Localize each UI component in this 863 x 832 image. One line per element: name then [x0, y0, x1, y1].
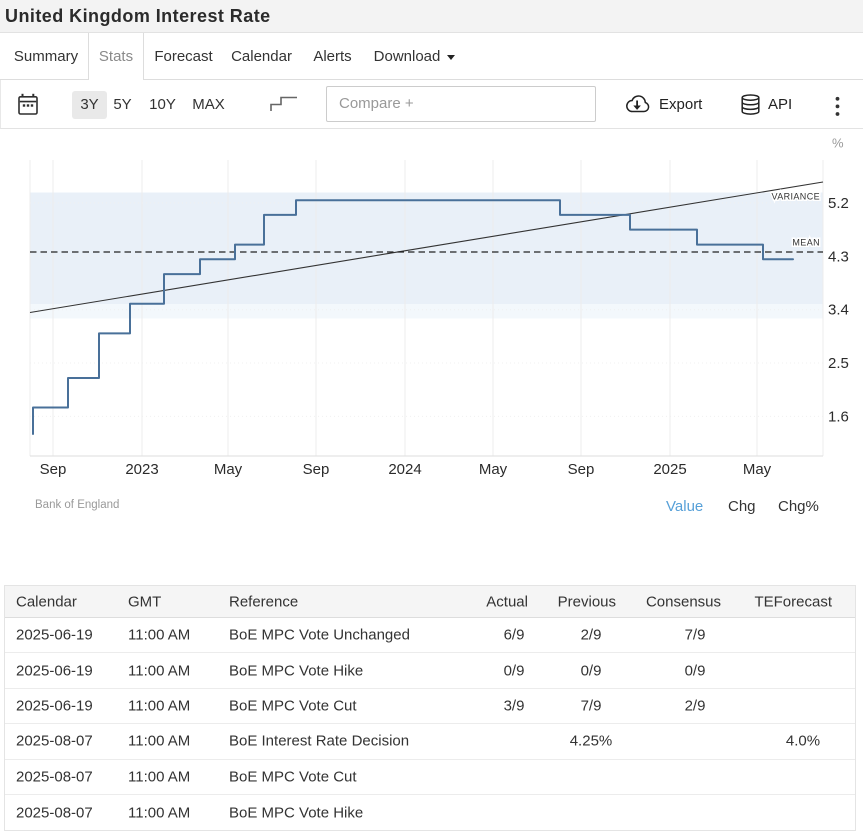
svg-text:5.2: 5.2 — [828, 195, 849, 212]
svg-text:2024: 2024 — [388, 461, 421, 478]
svg-text:Value: Value — [666, 498, 703, 515]
svg-text:1.6: 1.6 — [828, 408, 849, 425]
svg-text:Sep: Sep — [40, 461, 67, 478]
svg-text:%: % — [832, 136, 844, 151]
svg-text:Bank of England: Bank of England — [35, 499, 119, 511]
svg-text:Chg: Chg — [728, 498, 756, 515]
svg-text:May: May — [479, 461, 508, 478]
svg-text:2.5: 2.5 — [828, 355, 849, 372]
svg-text:MEAN: MEAN — [792, 238, 820, 248]
svg-text:2023: 2023 — [125, 461, 158, 478]
svg-text:3.4: 3.4 — [828, 302, 849, 319]
svg-text:Chg%: Chg% — [778, 498, 819, 515]
svg-text:Sep: Sep — [303, 461, 330, 478]
svg-text:May: May — [743, 461, 772, 478]
svg-text:4.3: 4.3 — [828, 248, 849, 265]
svg-text:May: May — [214, 461, 243, 478]
svg-text:VARIANCE: VARIANCE — [771, 192, 820, 202]
svg-text:Sep: Sep — [568, 461, 595, 478]
svg-text:2025: 2025 — [653, 461, 686, 478]
